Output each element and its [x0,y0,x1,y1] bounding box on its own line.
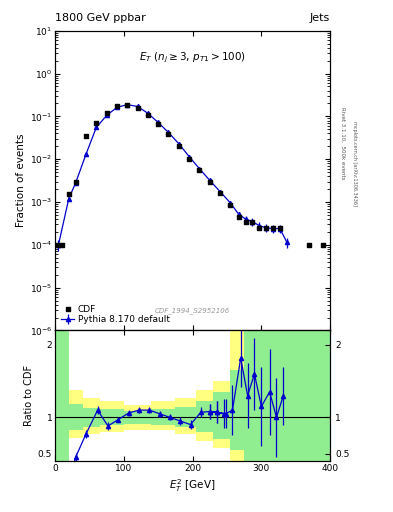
CDF [227,201,233,209]
CDF [217,189,223,197]
CDF [186,155,192,163]
CDF [124,101,130,109]
CDF [307,241,313,249]
CDF [277,224,283,232]
Y-axis label: Fraction of events: Fraction of events [15,134,26,227]
CDF [196,166,203,175]
CDF [66,190,72,199]
Text: Jets: Jets [310,13,330,23]
CDF [55,241,62,249]
CDF [134,104,141,112]
CDF [114,102,120,111]
CDF [155,120,162,129]
Text: Rivet 3.1.10,  500k events: Rivet 3.1.10, 500k events [340,107,345,180]
CDF [83,132,89,140]
Y-axis label: Ratio to CDF: Ratio to CDF [24,365,34,426]
CDF [235,213,242,221]
Text: CDF_1994_S2952106: CDF_1994_S2952106 [155,307,230,314]
CDF [256,224,263,232]
CDF [59,241,65,249]
CDF [93,119,99,127]
CDF [176,142,182,151]
Text: mcplots.cern.ch [arXiv:1306.3436]: mcplots.cern.ch [arXiv:1306.3436] [352,121,357,206]
Text: $E_T$ ($n_j \geq 3$, $p_{T1}{>}100$): $E_T$ ($n_j \geq 3$, $p_{T1}{>}100$) [139,50,246,65]
CDF [145,112,151,120]
CDF [320,241,327,249]
Text: 1800 GeV ppbar: 1800 GeV ppbar [55,13,146,23]
CDF [103,109,110,117]
CDF [263,224,269,232]
CDF [207,178,213,186]
CDF [165,130,172,138]
CDF [73,178,79,186]
CDF [249,218,255,226]
Legend: CDF, Pythia 8.170 default: CDF, Pythia 8.170 default [59,303,171,326]
CDF [242,218,249,226]
X-axis label: $E_T^2$ [GeV]: $E_T^2$ [GeV] [169,477,216,494]
CDF [270,224,276,232]
